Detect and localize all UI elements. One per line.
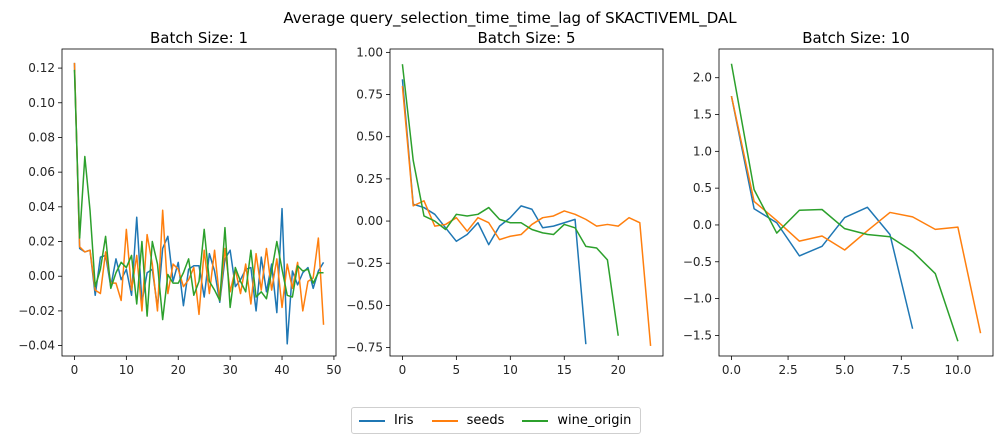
x-tick-label: 5.0 (835, 363, 854, 377)
y-tick-label: 0.04 (28, 200, 55, 214)
y-tick-label: 0.02 (28, 235, 55, 249)
y-tick-label: −0.25 (346, 256, 383, 270)
legend-item-iris: Iris (359, 413, 414, 428)
series-line-seeds (730, 95, 982, 334)
legend-label-iris: Iris (394, 413, 414, 428)
subplot-title: Batch Size: 1 (150, 29, 248, 47)
y-tick-label: 1.5 (693, 108, 712, 122)
y-tick-label: −0.02 (18, 304, 55, 318)
y-tick-label: −1.5 (683, 328, 712, 342)
y-tick-label: 1.0 (693, 144, 712, 158)
y-tick-label: 0.0 (693, 218, 712, 232)
series-line-seeds (401, 86, 652, 346)
y-tick-label: 0.75 (356, 88, 383, 102)
x-tick-label: 40 (274, 363, 289, 377)
series-line-wine-origin (73, 69, 324, 321)
series-line-iris (730, 95, 914, 329)
x-tick-label: 2.5 (779, 363, 798, 377)
legend-label-wine-origin: wine_origin (557, 413, 632, 428)
legend-swatch-iris (359, 419, 385, 422)
subplot-3: Batch Size: 10 0.0 2.5 5.0 7.5 10.0 −1.5 −1.0 −0… (683, 29, 994, 377)
legend: Iris seeds wine_origin (351, 407, 642, 434)
y-tick-label: −0.75 (346, 341, 383, 355)
y-tick-label: 0.12 (28, 61, 55, 75)
y-tick-label: 1.00 (356, 45, 383, 59)
series-line-iris (73, 62, 325, 345)
subplot-1: Batch Size: 1 0 10 20 30 40 50 −0.04 −0.02 0.00 0.… (18, 29, 341, 377)
y-tick-label: −0.5 (683, 255, 712, 269)
figure-title: Average query_selection_time_time_lag of… (283, 9, 737, 28)
y-tick-label: 0.00 (356, 214, 383, 228)
x-tick-label: 0.0 (722, 363, 741, 377)
x-tick-label: 20 (171, 363, 186, 377)
y-tick-label: 0.50 (356, 130, 383, 144)
series-line-wine-origin (730, 63, 959, 342)
y-tick-label: 0.10 (28, 96, 55, 110)
x-tick-label: 0 (71, 363, 79, 377)
y-tick-label: −0.04 (18, 339, 55, 353)
axes-frame (718, 48, 994, 357)
x-tick-label: 50 (326, 363, 341, 377)
y-tick-label: 2.0 (693, 71, 712, 85)
legend-swatch-seeds (431, 419, 458, 422)
x-tick-label: 10 (503, 363, 518, 377)
y-tick-label: −0.50 (346, 298, 383, 312)
y-tick-label: 0.25 (356, 172, 383, 186)
x-tick-label: 10 (119, 363, 134, 377)
series-line-seeds (73, 62, 325, 325)
axes-frame (389, 48, 664, 357)
series-line-iris (401, 79, 587, 345)
y-tick-label: 0.00 (28, 269, 55, 283)
subplot-2: Batch Size: 5 0 5 10 15 20 −0.75 −0.50 −0.25 0.00… (346, 29, 664, 377)
x-tick-label: 30 (222, 363, 237, 377)
x-tick-label: 20 (611, 363, 626, 377)
x-tick-label: 0 (399, 363, 407, 377)
y-tick-label: 0.06 (28, 165, 55, 179)
legend-item-wine-origin: wine_origin (522, 413, 631, 428)
series-line-wine-origin (401, 64, 619, 336)
x-tick-label: 15 (557, 363, 572, 377)
x-tick-label: 5 (453, 363, 461, 377)
y-tick-label: 0.08 (28, 130, 55, 144)
axes-frame (61, 48, 337, 357)
x-tick-label: 10.0 (945, 363, 972, 377)
subplot-title: Batch Size: 5 (477, 29, 575, 47)
subplot-title: Batch Size: 10 (802, 29, 910, 47)
y-tick-label: −1.0 (683, 292, 712, 306)
x-tick-label: 7.5 (892, 363, 911, 377)
legend-label-seeds: seeds (466, 413, 505, 428)
legend-swatch-wine-origin (522, 419, 549, 422)
y-tick-label: 0.5 (693, 181, 712, 195)
legend-item-seeds: seeds (431, 413, 505, 428)
